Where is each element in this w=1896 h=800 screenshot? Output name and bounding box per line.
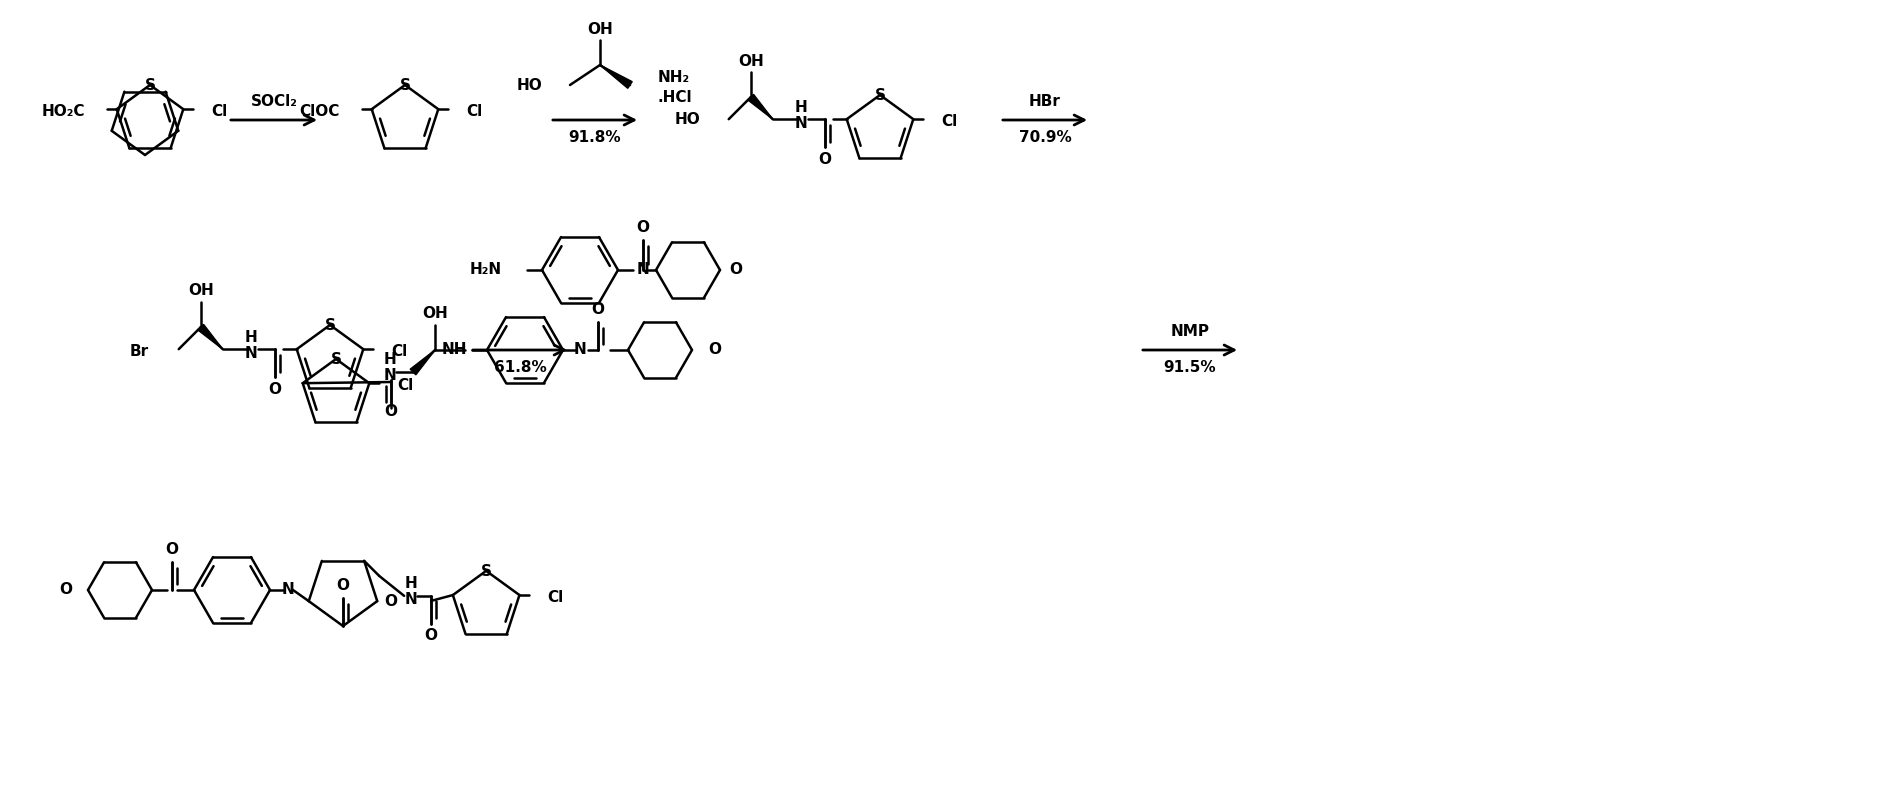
Text: N: N (383, 369, 396, 383)
Text: S: S (874, 89, 885, 103)
Text: Cl: Cl (940, 114, 957, 129)
Text: O: O (336, 578, 349, 594)
Text: 70.9%: 70.9% (1018, 130, 1071, 146)
Text: N: N (404, 592, 417, 607)
Text: Cl: Cl (210, 104, 228, 118)
Text: Cl: Cl (398, 378, 413, 393)
Text: N: N (283, 582, 294, 598)
Text: H: H (794, 100, 808, 114)
Text: S: S (144, 78, 155, 94)
Polygon shape (197, 324, 222, 349)
Text: OH: OH (588, 22, 612, 38)
Text: O: O (385, 594, 398, 609)
Text: H: H (404, 576, 417, 591)
Text: O: O (819, 152, 830, 166)
Text: H₂N: H₂N (470, 262, 502, 278)
Text: S: S (400, 78, 411, 94)
Text: Cl: Cl (466, 104, 483, 118)
Text: 91.5%: 91.5% (1164, 361, 1217, 375)
Text: S: S (482, 564, 491, 579)
Text: HO: HO (675, 112, 702, 126)
Text: O: O (637, 221, 650, 235)
Text: O: O (730, 262, 743, 278)
Text: O: O (425, 628, 438, 643)
Text: O: O (385, 405, 398, 419)
Text: NH: NH (442, 342, 466, 358)
Text: S: S (324, 318, 336, 334)
Text: Br: Br (129, 344, 148, 358)
Text: HO₂C: HO₂C (42, 104, 85, 118)
Text: .HCl: .HCl (658, 90, 692, 105)
Text: NH₂: NH₂ (658, 70, 690, 85)
Text: S: S (330, 353, 341, 367)
Text: N: N (794, 116, 808, 130)
Text: OH: OH (738, 54, 764, 69)
Text: OH: OH (188, 282, 214, 298)
Text: N: N (574, 342, 586, 358)
Polygon shape (410, 350, 434, 375)
Text: N: N (245, 346, 258, 361)
Text: Cl: Cl (391, 344, 408, 358)
Text: H: H (383, 353, 396, 367)
Text: OH: OH (423, 306, 447, 321)
Text: O: O (592, 302, 605, 318)
Text: H: H (245, 330, 258, 345)
Polygon shape (747, 94, 774, 119)
Text: O: O (59, 582, 72, 598)
Text: O: O (707, 342, 720, 358)
Text: HO: HO (516, 78, 542, 93)
Text: SOCl₂: SOCl₂ (250, 94, 298, 110)
Text: 61.8%: 61.8% (493, 361, 546, 375)
Text: HBr: HBr (1030, 94, 1062, 110)
Text: NMP: NMP (1170, 325, 1210, 339)
Text: ClOC: ClOC (300, 104, 339, 118)
Text: N: N (637, 262, 648, 278)
Text: 91.8%: 91.8% (569, 130, 622, 146)
Text: Cl: Cl (548, 590, 563, 605)
Text: O: O (165, 542, 178, 558)
Polygon shape (599, 65, 631, 88)
Text: O: O (267, 382, 281, 397)
